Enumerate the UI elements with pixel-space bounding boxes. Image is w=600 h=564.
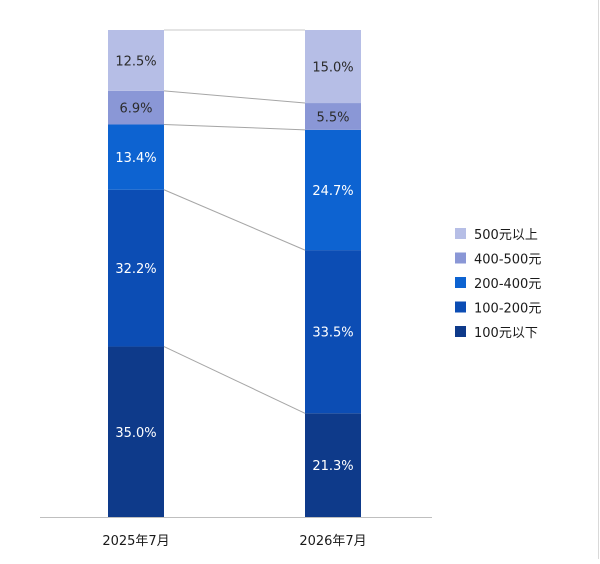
bar-segment-100-2 bbox=[305, 413, 361, 517]
data-label-200-400-1: 13.4% bbox=[115, 151, 156, 166]
bar-segment-200-400-2 bbox=[305, 129, 361, 251]
legend: 500元以上 400-500元 200-400元 100-200元 100元以下 bbox=[455, 228, 541, 341]
data-labels: 35.0% 32.2% 13.4% 6.9% 12.5% 21.3% 33.5% 24.7% 5… bbox=[115, 54, 353, 474]
data-label-100-200-2: 33.5% bbox=[312, 326, 353, 341]
legend-swatch-400-500 bbox=[455, 252, 466, 264]
legend-label-200-400: 200-400元 bbox=[474, 277, 541, 292]
legend-swatch-500 bbox=[455, 228, 466, 239]
data-label-100-1: 35.0% bbox=[115, 426, 156, 441]
data-label-500-2: 15.0% bbox=[312, 61, 353, 76]
x-tick-label-2: 2026年7月 bbox=[299, 534, 366, 549]
legend-swatch-100 bbox=[455, 326, 466, 337]
series-line-2 bbox=[163, 189, 306, 251]
bar-segment-400-500-1 bbox=[108, 90, 164, 125]
data-label-500-1: 12.5% bbox=[115, 54, 156, 69]
series-connectors bbox=[163, 29, 306, 414]
bar-segment-100-200-1 bbox=[108, 189, 164, 347]
bar-segment-500-2 bbox=[305, 30, 361, 104]
legend-label-500: 500元以上 bbox=[474, 228, 538, 243]
legend-swatch-200-400 bbox=[455, 277, 466, 288]
legend-label-100: 100元以下 bbox=[474, 326, 538, 341]
data-label-200-400-2: 24.7% bbox=[312, 184, 353, 199]
bar-stacks bbox=[108, 30, 361, 517]
x-axis: 2025年7月 2026年7月 bbox=[40, 517, 432, 549]
legend-label-100-200: 100-200元 bbox=[474, 302, 541, 317]
legend-swatch-100-200 bbox=[455, 301, 466, 313]
series-line-3 bbox=[163, 123, 306, 131]
legend-label-400-500: 400-500元 bbox=[474, 253, 541, 268]
series-line-4 bbox=[163, 90, 306, 104]
bar-segment-500-1 bbox=[108, 30, 164, 91]
data-label-400-500-1: 6.9% bbox=[119, 102, 152, 117]
series-line-1 bbox=[163, 346, 306, 414]
bar-segment-200-400-1 bbox=[108, 124, 164, 190]
x-tick-label-1: 2025年7月 bbox=[102, 534, 169, 549]
bar-segment-100-200-2 bbox=[305, 250, 361, 414]
data-label-400-500-2: 5.5% bbox=[316, 110, 349, 125]
data-label-100-200-1: 32.2% bbox=[115, 262, 156, 277]
bar-segment-400-500-2 bbox=[305, 103, 361, 130]
data-label-100-2: 21.3% bbox=[312, 459, 353, 474]
bar-segment-100-1 bbox=[108, 346, 164, 517]
